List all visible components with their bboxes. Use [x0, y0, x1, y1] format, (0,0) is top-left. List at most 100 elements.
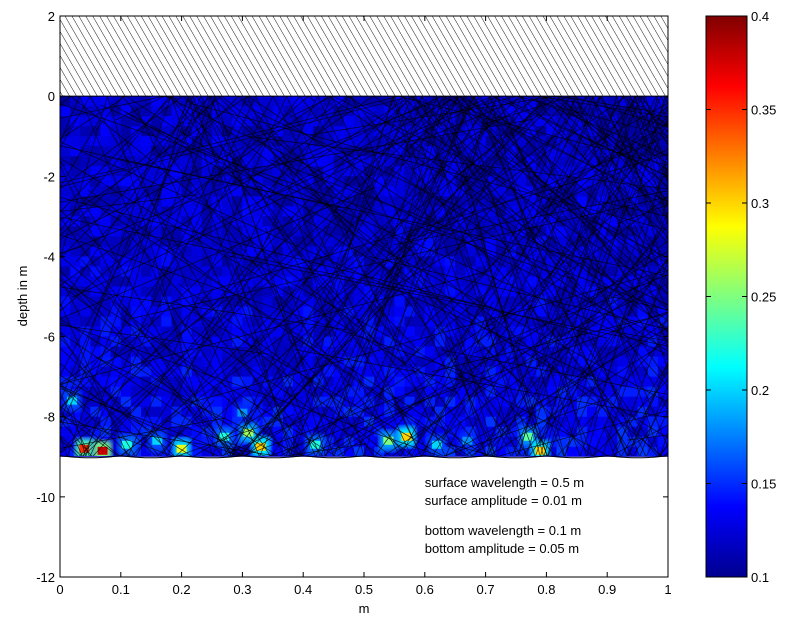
heatmap-cell — [526, 306, 537, 317]
heatmap-cell — [384, 266, 395, 277]
heatmap-cell — [536, 326, 547, 337]
heatmap-cell — [151, 336, 162, 347]
heatmap-cell — [191, 286, 203, 297]
heatmap-cell — [181, 136, 193, 147]
heatmap-cell — [597, 156, 608, 167]
heatmap-cell — [424, 426, 436, 438]
heatmap-cell — [637, 236, 649, 247]
heatmap-cell — [212, 286, 223, 297]
heatmap-cell — [161, 96, 172, 107]
heatmap-cell — [455, 296, 466, 307]
heatmap-cell — [293, 236, 304, 247]
heatmap-cell — [556, 286, 568, 297]
heatmap-cell — [445, 246, 456, 257]
heatmap-cell — [323, 426, 334, 438]
ray-path — [335, 96, 668, 456]
ray-path — [187, 96, 668, 456]
ray-path — [60, 382, 90, 410]
ray-path — [60, 324, 270, 355]
heatmap-cell — [100, 146, 112, 157]
heatmap-cell — [222, 206, 233, 217]
ray-path — [625, 97, 668, 144]
heatmap-cell — [191, 186, 203, 197]
heatmap-cell — [353, 166, 365, 177]
heatmap-cell — [191, 296, 203, 307]
heatmap-cell — [100, 166, 112, 177]
heatmap-cell — [465, 296, 476, 307]
heatmap-cell — [303, 426, 314, 438]
heatmap-cell — [424, 336, 436, 347]
heatmap-cell — [70, 136, 81, 147]
heatmap-cell — [293, 326, 304, 337]
heatmap-cell — [191, 166, 203, 177]
heatmap-cell — [262, 366, 274, 378]
heatmap-cell — [485, 316, 497, 327]
heatmap-cell — [343, 206, 355, 217]
heatmap-cell — [607, 256, 618, 267]
ray-path — [60, 119, 532, 203]
heatmap-cell — [130, 296, 142, 307]
heatmap-cell — [536, 426, 547, 438]
heatmap-cell — [586, 266, 598, 277]
ray-path — [296, 96, 668, 456]
heatmap-cell — [282, 126, 294, 137]
heatmap-cell — [323, 226, 334, 237]
ray-path — [60, 283, 92, 310]
heatmap-cell — [586, 206, 598, 217]
heatmap-cell — [343, 196, 355, 207]
heatmap-cell — [222, 316, 233, 327]
heatmap-cell — [242, 296, 253, 307]
heatmap-cell — [120, 216, 132, 227]
heatmap-cell — [637, 256, 649, 267]
heatmap-cell — [110, 256, 122, 267]
heatmap-cell — [272, 246, 284, 257]
heatmap-cell — [495, 296, 507, 307]
heatmap-cell — [485, 166, 497, 177]
heatmap-cell — [364, 236, 375, 247]
heatmap-cell — [627, 276, 638, 287]
heatmap-cell — [384, 316, 395, 327]
heatmap-cell — [647, 216, 659, 227]
heatmap-cell — [556, 326, 568, 337]
heatmap-cell — [80, 386, 91, 398]
heatmap-cell — [120, 146, 132, 157]
ray-path — [60, 96, 632, 456]
heatmap-cell — [333, 366, 345, 378]
heatmap-cell — [637, 116, 649, 127]
heatmap-cell — [485, 286, 497, 297]
heatmap-cell — [110, 356, 122, 368]
heatmap-cell — [485, 416, 497, 428]
heatmap-cell — [647, 136, 659, 147]
heatmap-cell — [586, 376, 598, 388]
ray-path — [331, 96, 668, 456]
heatmap-cell — [171, 126, 182, 137]
heatmap-cell — [505, 126, 517, 137]
heatmap-cell — [526, 316, 537, 327]
heatmap-cell — [252, 416, 264, 428]
heatmap-cell — [303, 326, 314, 337]
heatmap-cell — [141, 176, 152, 187]
heatmap-cell — [627, 286, 638, 297]
heatmap-cell — [161, 446, 172, 456]
heatmap-cell — [110, 316, 122, 327]
heatmap-cell — [485, 366, 497, 378]
heatmap-cell — [232, 186, 243, 197]
heatmap-cell — [374, 146, 385, 157]
heatmap-cell — [323, 246, 334, 257]
heatmap-cell — [323, 406, 334, 418]
heatmap-cell — [212, 176, 223, 187]
heatmap-cell — [60, 326, 71, 337]
colorbar-tick-label: 0.25 — [751, 290, 776, 305]
heatmap-cell — [70, 246, 81, 257]
heatmap-cell — [576, 266, 588, 277]
heatmap-cell — [434, 256, 446, 267]
heatmap-cell — [586, 386, 598, 398]
heatmap-cell — [516, 336, 527, 347]
heatmap-cell — [333, 406, 345, 418]
x-tick-label: 0.8 — [537, 582, 555, 597]
heatmap-cell — [201, 246, 213, 257]
heatmap-cell — [282, 226, 294, 237]
heatmap-cell — [394, 206, 405, 217]
heatmap-cell — [110, 106, 122, 117]
heatmap-cell — [536, 256, 547, 267]
